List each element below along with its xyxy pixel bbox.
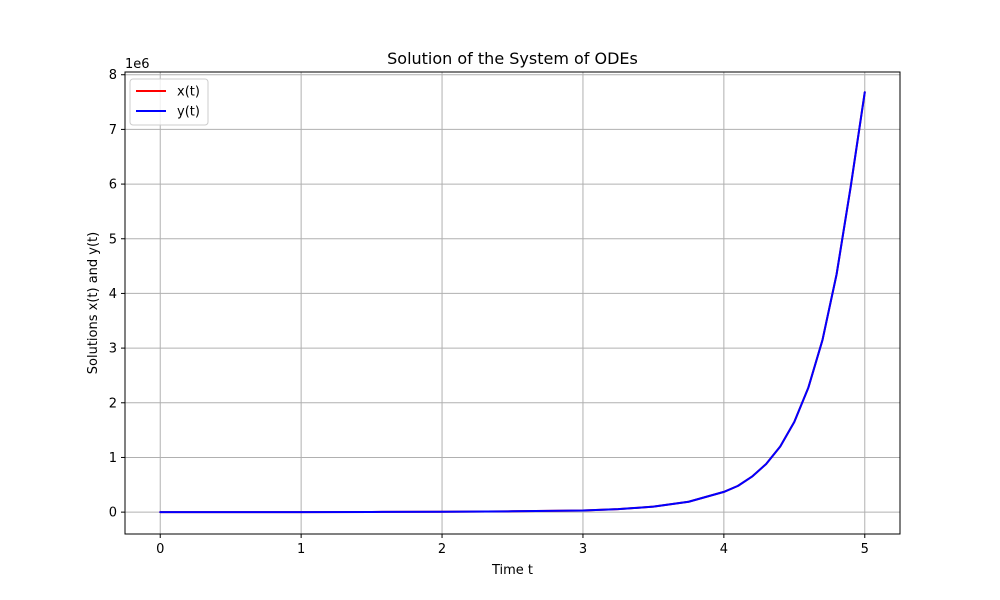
- y-tick-label: 0: [109, 506, 117, 521]
- y-tick-label: 3: [109, 342, 117, 357]
- x-axis-ticks: 0 1 2 3 4 5: [156, 534, 869, 557]
- x-tick-label: 3: [579, 542, 587, 557]
- y-tick-label: 1: [109, 451, 117, 466]
- y-tick-label: 6: [109, 178, 117, 193]
- grid-layer: [125, 72, 900, 534]
- y-tick-label: 8: [109, 68, 117, 83]
- y-axis-label: Solutions x(t) and y(t): [86, 232, 101, 374]
- legend: x(t) y(t): [129, 78, 209, 126]
- y-tick-label: 7: [109, 123, 117, 138]
- chart-title: Solution of the System of ODEs: [387, 49, 638, 68]
- legend-label-x: x(t): [177, 85, 200, 100]
- y-tick-label: 4: [109, 287, 117, 302]
- y-tick-label: 2: [109, 396, 117, 411]
- y-tick-label: 5: [109, 232, 117, 247]
- series-layer: [159, 91, 866, 514]
- x-tick-label: 4: [720, 542, 728, 557]
- plot-frame: [124, 71, 901, 535]
- x-tick-label: 5: [861, 542, 869, 557]
- series-line-yt: [159, 91, 866, 514]
- x-tick-label: 1: [297, 542, 305, 557]
- y-axis-ticks: 0 1 2 3 4 5 6 7 8: [109, 68, 125, 521]
- y-offset-label: 1e6: [125, 57, 150, 72]
- x-axis-label: Time t: [491, 563, 533, 578]
- series-line-xt: [159, 91, 866, 514]
- legend-label-y: y(t): [177, 105, 200, 120]
- x-tick-label: 2: [438, 542, 446, 557]
- x-tick-label: 0: [156, 542, 164, 557]
